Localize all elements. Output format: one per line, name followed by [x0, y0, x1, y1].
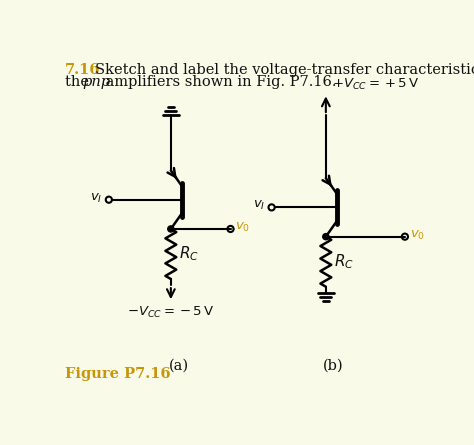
Text: amplifiers shown in Fig. P7.16.: amplifiers shown in Fig. P7.16.: [101, 75, 337, 89]
Circle shape: [168, 226, 174, 232]
Text: $R_C$: $R_C$: [334, 252, 354, 271]
Text: Sketch and label the voltage-transfer characteristics of: Sketch and label the voltage-transfer ch…: [95, 63, 474, 77]
Text: $-V_{CC}=-5\,\mathrm{V}$: $-V_{CC}=-5\,\mathrm{V}$: [127, 305, 215, 320]
Circle shape: [323, 234, 329, 240]
Text: the: the: [64, 75, 93, 89]
Text: 7.16: 7.16: [64, 63, 100, 77]
Text: $v_I$: $v_I$: [253, 199, 265, 212]
Text: $v_0$: $v_0$: [410, 229, 425, 242]
Text: $v_I$: $v_I$: [91, 192, 103, 205]
Text: (a): (a): [169, 359, 189, 373]
Text: Figure P7.16: Figure P7.16: [64, 367, 170, 380]
Text: $v_0$: $v_0$: [235, 221, 250, 234]
Text: (b): (b): [323, 359, 344, 373]
Text: $+V_{CC}=+5\,\mathrm{V}$: $+V_{CC}=+5\,\mathrm{V}$: [332, 77, 419, 92]
Text: pnp: pnp: [82, 75, 110, 89]
Text: $R_C$: $R_C$: [179, 245, 199, 263]
